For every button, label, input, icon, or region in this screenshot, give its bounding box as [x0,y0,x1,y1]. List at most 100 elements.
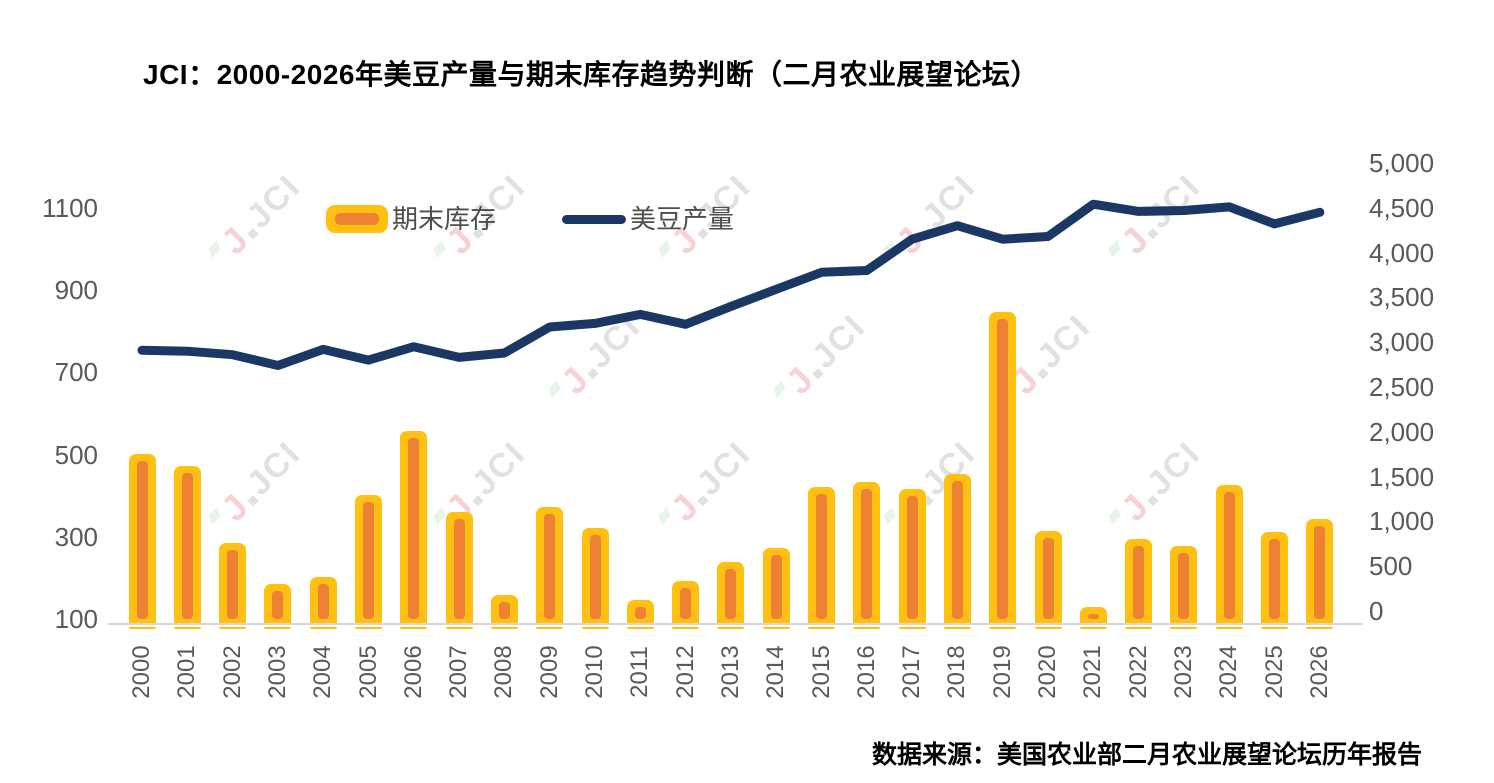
ending-stocks-legend-swatch [326,205,388,233]
left-axis-tick-300: 300 [54,521,98,552]
chart-legend: 期末库存 美豆产量 [326,205,734,233]
ending-stocks-bar-2022 [1125,538,1153,629]
right-axis-tick-2000: 2,000 [1369,416,1435,447]
x-axis-label-2020: 2020 [1034,645,1061,699]
bar-inner-stripe [680,587,692,619]
x-axis-label-2015: 2015 [807,645,835,699]
ending-stocks-bar-2007 [445,511,473,629]
ending-stocks-bar-2001 [173,466,201,629]
x-axis-label-2017: 2017 [898,645,926,699]
ending-stocks-bar-2017 [898,489,926,629]
x-axis-label-2000: 2000 [128,645,155,699]
bar-inner-stripe [1087,613,1099,619]
x-axis-label-2004: 2004 [309,645,337,699]
bar-inner-stripe [1133,545,1145,619]
x-axis-label-2001: 2001 [173,645,201,699]
left-axis-tick-1100: 1100 [42,193,98,223]
ending-stocks-bar-2003 [264,583,292,629]
ending-stocks-bar-2010 [581,528,609,629]
bar-inner-stripe [1314,525,1326,619]
x-axis-label-2019: 2019 [988,645,1016,699]
ending-stocks-bar-2026 [1306,518,1334,629]
x-axis-gap [108,625,1362,627]
bar-inner-stripe [498,602,510,619]
ending-stocks-bar-2014 [762,548,790,629]
right-axis-tick-1500: 1,500 [1369,461,1435,492]
production-line-layer [137,199,1325,370]
x-axis-label-2013: 2013 [716,645,744,699]
production-legend-label: 美豆产量 [630,204,735,234]
ending-stocks-bar-2013 [717,562,745,629]
ending-stocks-bar-2005 [355,495,382,629]
bar-inner-stripe [816,494,827,619]
ending-stocks-bar-2025 [1261,531,1288,629]
bar-inner-stripe [1269,538,1280,619]
ending-stocks-bar-2020 [1034,530,1062,629]
right-axis-tick-500: 500 [1369,551,1413,582]
x-axis-line [108,623,1362,625]
left-axis-tick-700: 700 [54,357,98,388]
right-axis-tick-5000: 5,000 [1369,148,1435,178]
x-axis-label-2018: 2018 [943,645,971,699]
x-axis-label-2024: 2024 [1215,645,1243,699]
bar-inner-stripe [997,318,1009,619]
data-source-note: 数据来源：美国农业部二月农业展望论坛历年报告 [871,741,1422,769]
ending-stocks-bar-2015 [808,487,835,629]
x-axis-label-2016: 2016 [852,645,880,699]
x-axis-label-2002: 2002 [218,645,246,699]
right-axis-tick-4500: 4,500 [1369,192,1435,223]
bar-inner-stripe [1178,552,1190,619]
bar-inner-stripe [136,461,148,619]
x-axis-label-2014: 2014 [762,645,790,699]
x-axis-label-2007: 2007 [445,645,473,699]
x-axis-label-2008: 2008 [490,645,518,699]
x-axis-label-2011: 2011 [626,646,654,698]
bar-inner-stripe [453,518,465,619]
ending-stocks-bar-2004 [309,576,337,629]
bar-inner-stripe [544,513,556,619]
ending-stocks-bar-2019 [989,311,1017,629]
bar-inner-stripe [227,549,239,619]
ending-stocks-bar-2000 [128,454,156,629]
x-axis-label-2003: 2003 [263,645,291,699]
ending-stocks-bar-2018 [943,473,971,629]
x-axis-label-2010: 2010 [581,645,608,699]
right-axis-tick-1000: 1,000 [1369,506,1435,537]
x-axis-label-2026: 2026 [1305,645,1333,699]
production-legend-swatch [562,214,627,224]
chart-title: JCI：2000-2026年美豆产量与期末库存趋势判断（二月农业展望论坛） [143,59,1039,90]
bar-inner-stripe [634,607,646,619]
bar-inner-stripe [861,488,873,619]
ending-stocks-legend-swatch-inner [335,213,379,225]
right-axis-tick-3000: 3,000 [1369,327,1435,358]
x-axis-label-2021: 2021 [1079,645,1107,699]
ending-stocks-bar-2006 [400,431,428,629]
ending-stocks-legend-label: 期末库存 [392,204,497,234]
bar-inner-stripe [951,480,963,619]
ending-stocks-bar-2002 [219,542,247,629]
left-axis-tick-900: 900 [54,275,98,306]
right-axis-tick-3500: 3,500 [1369,282,1435,313]
right-axis-tick-4000: 4,000 [1369,237,1435,268]
bar-inner-stripe [906,496,918,619]
left-axis-tick-500: 500 [54,439,98,470]
bar-inner-stripe [408,438,420,619]
ending-stocks-bar-2024 [1215,484,1243,629]
right-axis-tick-2500: 2,500 [1369,372,1435,402]
ending-stocks-bar-2023 [1170,545,1198,629]
left-axis-tick-100: 100 [54,604,98,634]
x-axis-label-2023: 2023 [1169,645,1197,699]
x-axis-label-2022: 2022 [1124,645,1152,699]
bar-inner-stripe [589,535,601,619]
x-axis-label-2012: 2012 [671,645,699,699]
x-axis-label-2025: 2025 [1260,645,1288,699]
ending-stocks-bar-2012 [672,580,700,629]
bar-inner-stripe [317,583,329,619]
bar-inner-stripe [181,473,193,619]
ending-stocks-bar-2009 [536,506,564,629]
bar-inner-stripe [363,502,374,619]
x-axis-label-2006: 2006 [399,645,427,699]
bar-inner-stripe [725,569,737,619]
x-axis-label-2005: 2005 [354,645,382,699]
